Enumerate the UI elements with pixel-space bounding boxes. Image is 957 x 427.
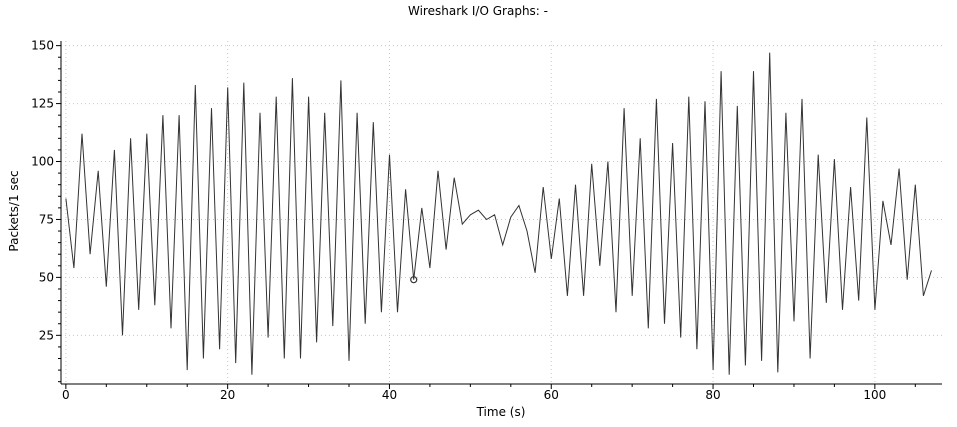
y-tick-label: 25 bbox=[39, 328, 54, 342]
series-line bbox=[65, 52, 932, 375]
chart-title: Wireshark I/O Graphs: - bbox=[408, 4, 548, 18]
x-tick-label: 100 bbox=[863, 388, 886, 402]
y-axis-label: Packets/1 sec bbox=[7, 170, 21, 251]
grid-layer bbox=[61, 41, 942, 384]
x-tick-label: 20 bbox=[220, 388, 235, 402]
x-axis-label: Time (s) bbox=[476, 405, 526, 419]
x-tick-label: 0 bbox=[62, 388, 70, 402]
x-tick-label: 40 bbox=[382, 388, 397, 402]
series-layer bbox=[65, 52, 932, 375]
y-tick-label: 150 bbox=[31, 39, 54, 53]
x-tick-label: 60 bbox=[544, 388, 559, 402]
x-tick-label: 80 bbox=[705, 388, 720, 402]
y-tick-label: 50 bbox=[39, 270, 54, 284]
y-tick-label: 125 bbox=[31, 97, 54, 111]
axes-layer: 25 50 75 100 125 150 0 20 40 60 80 100 bbox=[31, 39, 942, 402]
selected-point-marker bbox=[410, 276, 418, 284]
y-tick-label: 100 bbox=[31, 155, 54, 169]
y-tick-label: 75 bbox=[39, 212, 54, 226]
